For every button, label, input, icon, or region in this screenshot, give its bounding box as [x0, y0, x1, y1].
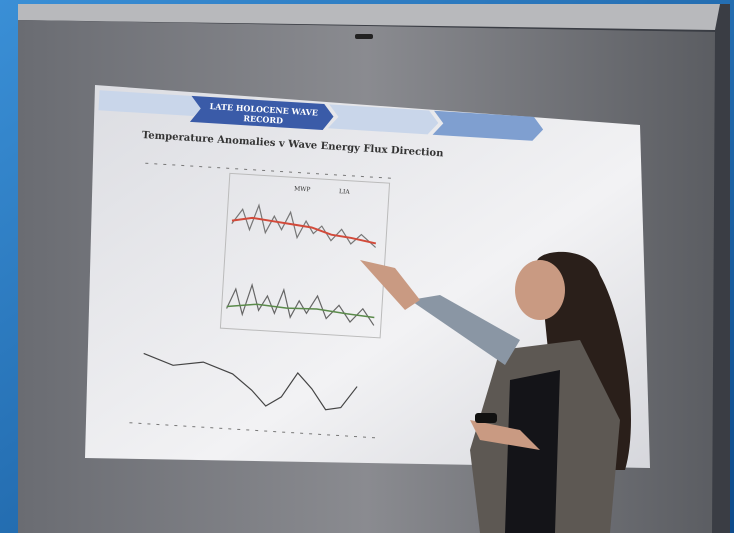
top — [505, 370, 560, 533]
annotation: MWP — [294, 185, 311, 193]
clicker — [475, 413, 497, 423]
annotation: LIA — [339, 188, 351, 196]
projector-mount — [355, 34, 373, 39]
face — [515, 260, 565, 320]
photo: LATE HOLOCENE WAVE RECORD Temperature An… — [0, 0, 734, 533]
